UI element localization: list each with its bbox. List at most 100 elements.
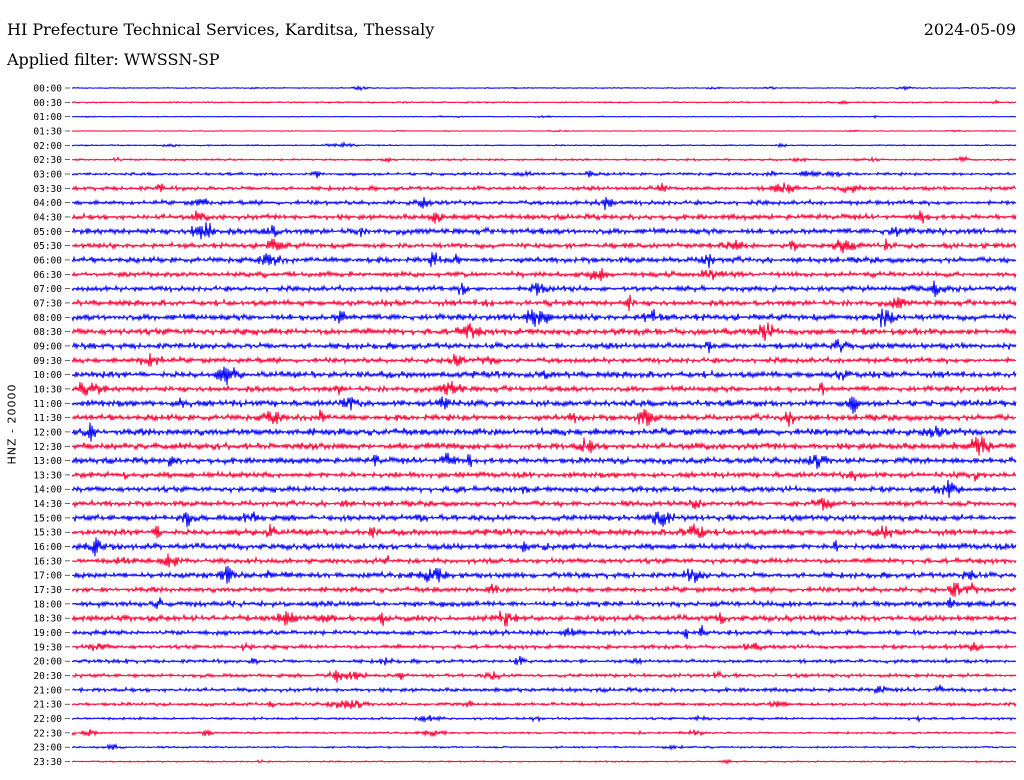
seismic-trace (71, 728, 1017, 738)
seismic-trace (71, 582, 1017, 597)
seismic-trace (71, 396, 1017, 414)
row-time-label: 07:00 (33, 284, 62, 295)
seismic-trace (71, 714, 1017, 724)
seismic-trace (71, 655, 1017, 666)
row-time-label: 06:30 (33, 270, 62, 281)
seismic-trace (71, 252, 1017, 269)
seismic-trace (71, 422, 1017, 442)
seismic-trace (71, 294, 1017, 312)
seismic-trace (71, 511, 1017, 528)
seismic-trace (71, 84, 1017, 92)
row-time-label: 12:00 (33, 427, 62, 438)
seismic-trace (71, 182, 1016, 194)
seismic-trace (71, 196, 1017, 211)
seismic-trace (71, 669, 1017, 683)
seismic-trace (71, 436, 1017, 456)
row-time-label: 18:00 (33, 599, 62, 610)
seismic-trace (71, 222, 1017, 240)
row-time-label: 02:00 (33, 141, 62, 152)
row-time-label: 20:00 (33, 657, 62, 668)
station-title: HI Prefecture Technical Services, Kardit… (7, 20, 435, 39)
seismic-trace (71, 366, 1017, 386)
row-time-label: 23:30 (33, 757, 62, 768)
row-time-label: 01:00 (33, 112, 62, 123)
seismic-trace (71, 238, 1017, 254)
seismic-trace (71, 537, 1017, 557)
row-time-label: 18:30 (33, 614, 62, 625)
seismic-trace (71, 523, 1017, 539)
row-time-label: 19:30 (33, 642, 62, 653)
seismic-trace (71, 129, 1017, 133)
seismic-trace (71, 479, 1017, 498)
row-time-label: 13:00 (33, 456, 62, 467)
row-time-label: 20:30 (33, 671, 62, 682)
row-time-label: 02:30 (33, 155, 62, 166)
seismic-trace (71, 597, 1017, 609)
seismic-trace (71, 625, 1017, 640)
seismic-trace (71, 169, 1017, 179)
row-time-label: 13:30 (33, 470, 62, 481)
row-time-label: 15:00 (33, 513, 62, 524)
row-time-label: 00:30 (33, 98, 62, 109)
seismic-trace (71, 322, 1017, 342)
row-time-label: 05:30 (33, 241, 62, 252)
row-time-label: 09:00 (33, 341, 62, 352)
seismic-trace (71, 610, 1017, 627)
row-time-label: 23:00 (33, 743, 62, 754)
seismic-trace (71, 268, 1017, 281)
seismic-trace (71, 452, 1017, 470)
row-time-label: 04:00 (33, 198, 62, 209)
record-date: 2024-05-09 (923, 20, 1016, 39)
seismic-trace (71, 280, 1017, 298)
seismic-trace (71, 339, 1017, 354)
row-time-label: 10:00 (33, 370, 62, 381)
row-time-label: 19:00 (33, 628, 62, 639)
seismic-trace (71, 497, 1017, 511)
row-time-label: 22:00 (33, 714, 62, 725)
seismic-trace (71, 565, 1017, 584)
row-time-label: 09:30 (33, 356, 62, 367)
row-time-label: 08:30 (33, 327, 62, 338)
applied-filter: Applied filter: WWSSN-SP (7, 50, 220, 69)
row-time-label: 21:00 (33, 685, 62, 696)
seismic-trace (71, 758, 1017, 765)
row-time-label: 05:00 (33, 227, 62, 238)
row-time-label: 16:00 (33, 542, 62, 553)
seismic-trace (71, 743, 1017, 751)
row-time-label: 01:30 (33, 126, 62, 137)
row-time-label: 14:00 (33, 485, 62, 496)
row-time-label: 03:00 (33, 169, 62, 180)
seismic-trace (72, 684, 1017, 695)
row-time-label: 21:30 (33, 700, 62, 711)
row-time-label: 22:30 (33, 728, 62, 739)
row-time-label: 04:30 (33, 212, 62, 223)
row-time-label: 11:00 (33, 399, 62, 410)
seismic-trace (71, 699, 1017, 709)
row-time-label: 11:30 (33, 413, 62, 424)
row-time-label: 06:00 (33, 255, 62, 266)
row-time-label: 15:30 (33, 528, 62, 539)
row-time-label: 12:30 (33, 442, 62, 453)
seismic-trace (71, 352, 1017, 367)
seismic-trace (71, 553, 1017, 568)
row-time-label: 03:30 (33, 184, 62, 195)
seismic-trace (71, 381, 1017, 396)
seismic-trace (72, 641, 1017, 652)
seismic-trace (71, 210, 1017, 224)
seismic-trace (71, 409, 1017, 427)
row-time-label: 00:00 (33, 84, 62, 95)
row-time-label: 10:30 (33, 384, 62, 395)
row-time-label: 14:30 (33, 499, 62, 510)
row-time-label: 07:30 (33, 298, 62, 309)
row-time-label: 17:30 (33, 585, 62, 596)
row-time-label: 08:00 (33, 313, 62, 324)
seismic-trace (71, 470, 1017, 482)
seismic-trace (71, 155, 1017, 164)
row-time-label: 16:30 (33, 556, 62, 567)
row-time-label: 17:00 (33, 571, 62, 582)
seismic-trace (71, 114, 1017, 120)
seismic-trace (71, 98, 1017, 106)
seismic-trace (71, 141, 1017, 149)
seismic-trace (71, 308, 1017, 328)
